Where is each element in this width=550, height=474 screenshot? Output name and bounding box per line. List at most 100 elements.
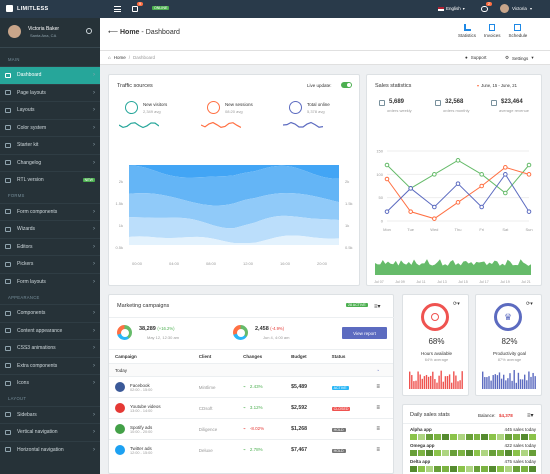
- nav-icon: [5, 429, 11, 435]
- heat-cell: [433, 450, 441, 456]
- series-point[interactable]: [503, 190, 508, 196]
- chevron-right-icon: ›: [93, 327, 95, 334]
- series-point[interactable]: [408, 209, 413, 214]
- series-point[interactable]: [455, 158, 461, 163]
- sidebar-item[interactable]: CSS3 animations ›: [0, 339, 100, 357]
- campaign-name[interactable]: Spotify ads: [130, 424, 153, 430]
- kpi1-change: (+16.2%): [157, 326, 175, 331]
- series-point[interactable]: [384, 209, 390, 214]
- language-selector[interactable]: English ▾: [438, 6, 465, 11]
- series-point[interactable]: [526, 172, 532, 177]
- series-point[interactable]: [432, 172, 437, 177]
- refresh-icon[interactable]: ⟳▾: [526, 301, 533, 307]
- schedule-button[interactable]: Schedule: [508, 24, 528, 38]
- sidebar-toggle-icon[interactable]: [114, 6, 121, 12]
- bar: [526, 380, 528, 389]
- sidebar-item[interactable]: Wizards ›: [0, 220, 100, 238]
- campaign-name[interactable]: Facebook: [130, 382, 150, 388]
- productivity-sub: 87% average: [497, 357, 522, 362]
- series-point[interactable]: [384, 176, 390, 182]
- bar: [521, 379, 524, 389]
- nav-icon: [5, 226, 11, 232]
- refresh-icon[interactable]: ⟳▾: [453, 301, 460, 307]
- sidebar-item[interactable]: Starter kit ›: [0, 136, 100, 154]
- sidebar-item[interactable]: Editors ›: [0, 237, 100, 256]
- date-range-picker[interactable]: ▾ June, 15 - June, 21: [477, 83, 517, 88]
- series-point[interactable]: [503, 165, 508, 170]
- y-tick-right: 1.5k: [345, 201, 353, 206]
- live-update-toggle[interactable]: [341, 82, 352, 88]
- menu-icon[interactable]: ≡▾: [374, 304, 381, 310]
- sidebar-item[interactable]: Form layouts ›: [0, 272, 100, 291]
- row-menu-icon[interactable]: ≡: [370, 397, 393, 419]
- bar: [413, 381, 415, 389]
- bar: [534, 376, 536, 389]
- sidebar-item[interactable]: Pickers ›: [0, 255, 100, 273]
- series-point[interactable]: [432, 204, 437, 210]
- bar: [438, 375, 440, 389]
- traffic-stat: Total online 5,378 avg: [283, 99, 367, 139]
- sidebar-item[interactable]: Page layouts ›: [0, 83, 100, 102]
- messages-icon[interactable]: [481, 6, 488, 12]
- sidebar-item[interactable]: Changelog ›: [0, 153, 100, 172]
- series-point[interactable]: [526, 162, 532, 168]
- notifications-icon[interactable]: [132, 6, 138, 12]
- bar: [488, 376, 490, 389]
- row-menu-icon[interactable]: ≡: [370, 439, 393, 461]
- sidebar-item[interactable]: Extra components ›: [0, 356, 100, 375]
- schedule-label: Schedule: [508, 33, 528, 38]
- sidebar-item[interactable]: Components ›: [0, 304, 100, 322]
- series-point[interactable]: [455, 181, 461, 186]
- row-menu-icon[interactable]: ≡: [370, 418, 393, 440]
- series-point[interactable]: [479, 183, 484, 189]
- campaign-cell: Spotify ads 10:00 - 20:00: [109, 418, 193, 440]
- y-tick-right: 2k: [345, 179, 349, 184]
- row-menu-icon[interactable]: ≡: [370, 376, 393, 398]
- change-value: 2.78%: [249, 447, 263, 453]
- series-point[interactable]: [432, 216, 437, 221]
- breadcrumb-home[interactable]: Home: [113, 55, 126, 60]
- group-chart-icon[interactable]: ◔: [370, 363, 393, 377]
- sidebar-item[interactable]: Layouts ›: [0, 101, 100, 119]
- chevron-right-icon: ›: [93, 380, 95, 387]
- series-point[interactable]: [408, 186, 413, 191]
- x-tick: 20:00: [317, 261, 328, 266]
- series-point[interactable]: [455, 200, 461, 205]
- sales-stat: 5,689 orders weekly: [379, 99, 435, 121]
- sidebar-item[interactable]: Color system ›: [0, 118, 100, 137]
- y-tick-right: 0.5k: [345, 245, 353, 250]
- chevron-right-icon: ›: [93, 429, 95, 436]
- invoices-button[interactable]: Invoices: [484, 24, 501, 38]
- balance-label: Balance:: [478, 413, 496, 418]
- sidebar-item[interactable]: Form components ›: [0, 202, 100, 221]
- sidebar-item[interactable]: Icons ›: [0, 374, 100, 392]
- campaign-name[interactable]: Youtube videos: [130, 403, 161, 409]
- series-point[interactable]: [479, 204, 484, 210]
- support-link[interactable]: ● Support: [465, 55, 486, 60]
- series-point[interactable]: [479, 172, 484, 177]
- series-point[interactable]: [526, 209, 532, 214]
- changes-cell: ⌁ 2.43%: [237, 376, 286, 398]
- heat-cell: [513, 466, 521, 472]
- campaigns-table: Campaign Client Changes Budget Status Today ◔…: [109, 349, 393, 461]
- sidebar-item[interactable]: Horizontal navigation ›: [0, 440, 100, 459]
- series-point[interactable]: [384, 162, 390, 168]
- sidebar-item[interactable]: Vertical navigation ›: [0, 423, 100, 441]
- campaign-name[interactable]: Twitter ads: [130, 445, 152, 451]
- sidebar-item-label: Page layouts: [17, 89, 46, 96]
- back-arrow-icon[interactable]: ⟵: [108, 29, 119, 36]
- avatar[interactable]: [8, 25, 21, 38]
- settings-dropdown[interactable]: ⚙ Settings ▾: [505, 55, 534, 61]
- x-tick: Jul 13: [437, 280, 447, 284]
- sidebar-item[interactable]: Dashboard ›: [0, 66, 100, 84]
- user-menu[interactable]: Victoria ▾: [500, 4, 532, 13]
- heat-cell: [473, 450, 481, 456]
- sidebar-item[interactable]: Sidebars ›: [0, 405, 100, 424]
- sidebar-item[interactable]: Content appearance ›: [0, 321, 100, 340]
- sidebar-item[interactable]: RTL version NEW: [0, 171, 100, 189]
- series-point[interactable]: [503, 172, 508, 177]
- menu-icon[interactable]: ≡▾: [527, 413, 534, 419]
- gear-icon[interactable]: [86, 28, 92, 34]
- statistics-button[interactable]: Statistics: [458, 24, 476, 38]
- view-report-button[interactable]: View report: [342, 327, 387, 339]
